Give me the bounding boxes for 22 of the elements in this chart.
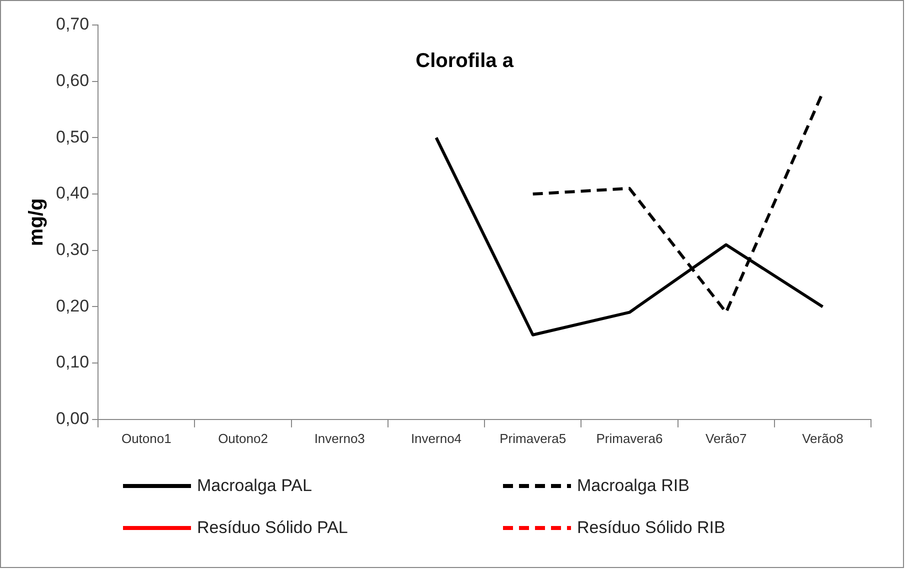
x-tick-label: Inverno3 [314, 430, 365, 446]
y-tick-label: 0,60 [56, 71, 90, 90]
x-tick-label: Outono1 [121, 430, 172, 446]
legend-label: Macroalga PAL [197, 476, 312, 496]
x-tick-label: Verão8 [802, 430, 844, 446]
y-tick-label: 0,00 [56, 409, 90, 428]
y-tick-label: 0,40 [56, 184, 90, 203]
legend-label: Resíduo Sólido PAL [197, 518, 348, 538]
legend-label: Macroalga RIB [577, 476, 690, 496]
y-axis-title: mg/g [26, 198, 48, 246]
y-tick-label: 0,70 [56, 14, 90, 34]
y-tick-label: 0,20 [56, 296, 90, 316]
x-tick-label: Primavera5 [500, 430, 566, 446]
x-tick-label: Outono2 [218, 430, 268, 446]
text: Clorofila a [416, 50, 514, 72]
y-tick-label: 0,50 [56, 127, 90, 146]
x-tick-label: Verão7 [705, 430, 747, 446]
y-tick-label: 0,10 [56, 352, 90, 372]
x-tick-label: Primavera6 [596, 430, 663, 446]
legend-label: Resíduo Sólido RIB [577, 518, 726, 538]
y-tick-label: 0,30 [56, 240, 90, 260]
x-tick-label: Inverno4 [410, 430, 462, 446]
